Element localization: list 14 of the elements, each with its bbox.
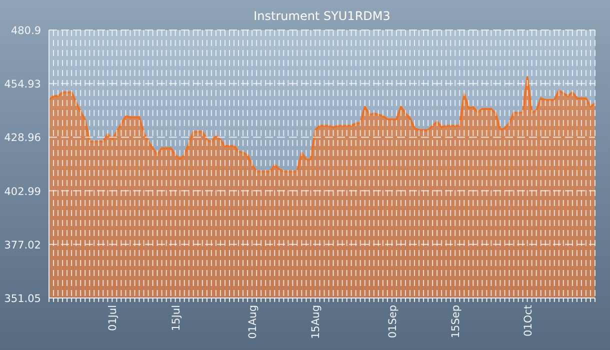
x-tick-label: 01Oct [522,305,534,337]
x-tick-label: 15Aug [310,305,322,339]
x-tick-label: 01Jul [107,305,120,332]
x-tick-label: 01Sep [386,304,399,338]
x-tick-label: 01Aug [247,305,260,339]
y-tick-label: 480.9 [10,25,41,37]
x-tick-label: 15Sep [450,304,462,338]
x-tick-label: 15Jul [170,305,182,332]
chart-title: Instrument SYU1RDM3 [254,9,390,23]
y-tick-label: 454.93 [4,78,41,91]
y-tick-label: 402.99 [4,186,41,198]
y-tick-label: 351.05 [4,293,41,305]
y-tick-label: 428.96 [4,132,42,144]
y-tick-label: 377.02 [4,239,41,252]
